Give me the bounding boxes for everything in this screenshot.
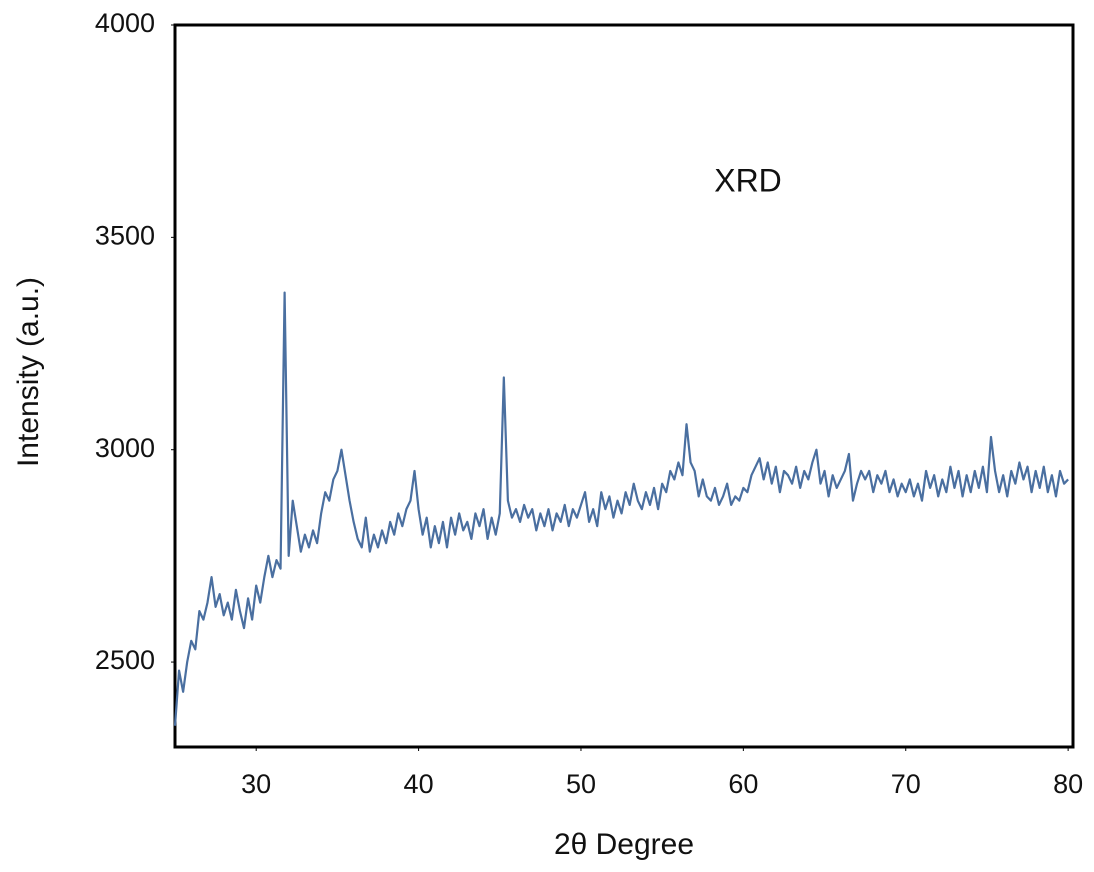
x-tick-label: 80 — [1053, 769, 1083, 799]
x-tick-label: 60 — [728, 769, 758, 799]
x-tick-label: 40 — [404, 769, 434, 799]
x-axis-title: 2θ Degree — [554, 828, 694, 861]
y-axis-title: Intensity (a.u.) — [12, 277, 45, 467]
x-tick-label: 30 — [241, 769, 271, 799]
data-line — [173, 291, 1069, 726]
y-tick-label: 4000 — [95, 8, 155, 38]
x-tick-label: 50 — [566, 769, 596, 799]
y-tick-label: 2500 — [95, 645, 155, 675]
plot-frame — [173, 23, 1075, 749]
y-tick-label: 3500 — [95, 220, 155, 250]
y-tick-label: 3000 — [95, 433, 155, 463]
x-tick-label: 70 — [891, 769, 921, 799]
annotation: XRD — [714, 162, 782, 198]
